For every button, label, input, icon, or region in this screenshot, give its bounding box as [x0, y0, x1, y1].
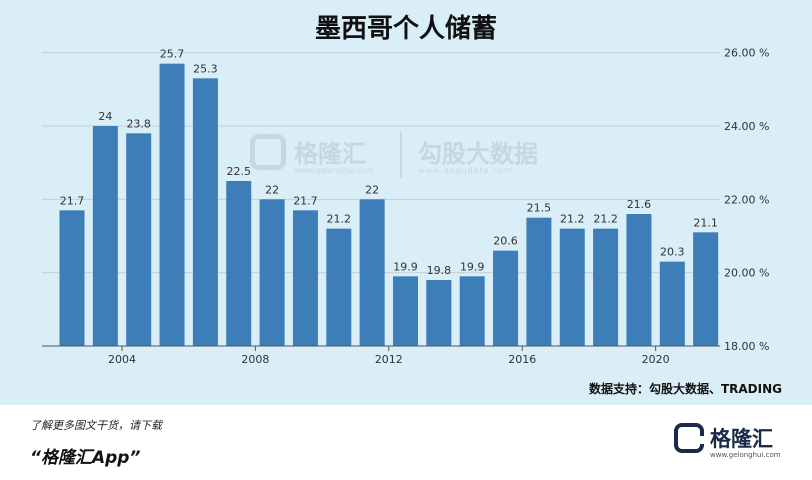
- bar-value-label: 19.9: [460, 260, 485, 273]
- source-note: 数据支持：勾股大数据、TRADING: [588, 382, 782, 396]
- bar: [226, 181, 252, 346]
- bar-value-labels: 21.7 24 23.8 25.7 25.3 22.5 22 21.7 21.2 22 19.9 19…: [60, 48, 718, 277]
- x-axis-ticks: 2004 2008 2012 2016 2020: [42, 345, 720, 366]
- watermark: 格隆汇 www.gelonghui.com 勾股大数据 www.gogudata…: [250, 128, 590, 188]
- watermark-separator: [400, 132, 402, 178]
- bar-chart: 21.7 24 23.8 25.7 25.3 22.5 22 21.7 21.2 22 19.9 19…: [42, 47, 769, 366]
- y-tick-label: 24.00 %: [724, 120, 769, 133]
- bar-value-label: 21.7: [60, 194, 85, 207]
- bar: [192, 78, 218, 346]
- bar-value-label: 21.2: [327, 213, 352, 226]
- footer-banner: 了解更多图文干货，请下载 “格隆汇App” 格隆汇 www.gelonghui.…: [0, 405, 812, 480]
- bar-value-label: 20.6: [493, 235, 518, 248]
- watermark-logo-icon: [250, 134, 286, 170]
- bar-value-label: 22: [265, 183, 279, 196]
- bar: [326, 228, 352, 346]
- bar: [92, 126, 118, 346]
- bar: [693, 232, 719, 346]
- bar-value-label: 21.5: [527, 202, 552, 215]
- bar-value-label: 20.3: [660, 246, 685, 259]
- bar: [359, 199, 385, 346]
- x-tick-label: 2016: [508, 353, 536, 366]
- chart-title: 墨西哥个人储蓄: [314, 14, 497, 44]
- x-tick-label: 2008: [241, 353, 269, 366]
- bar: [292, 210, 318, 346]
- bar: [426, 280, 452, 346]
- bar: [159, 63, 185, 347]
- bar: [559, 228, 585, 346]
- bar-value-label: 21.6: [627, 198, 652, 211]
- bar: [393, 276, 418, 346]
- y-tick-label: 26.00 %: [724, 47, 769, 60]
- x-tick-label: 2004: [108, 353, 136, 366]
- brand-logo: 格隆汇 www.gelonghui.com: [674, 421, 784, 465]
- bar: [526, 217, 552, 346]
- bar-value-label: 22: [365, 183, 379, 196]
- bar: [59, 210, 85, 346]
- brand-g-icon: [674, 423, 704, 453]
- x-tick-label: 2020: [642, 353, 670, 366]
- bar-value-label: 25.3: [193, 62, 218, 75]
- footer-app-name: “格隆汇App”: [30, 448, 141, 468]
- y-tick-label: 18.00 %: [724, 340, 769, 353]
- bar-value-label: 19.8: [427, 264, 452, 277]
- watermark-url-gelonghui: www.gelonghui.com: [294, 166, 375, 175]
- bar-value-label: 24: [98, 110, 112, 123]
- bar-value-label: 21.2: [593, 213, 618, 226]
- bar-value-label: 22.5: [227, 165, 252, 178]
- bar-value-label: 19.9: [393, 260, 418, 273]
- bars: [59, 63, 719, 347]
- y-tick-label: 22.00 %: [724, 193, 769, 206]
- watermark-name-gelonghui: 格隆汇: [294, 140, 366, 168]
- x-tick-label: 2012: [375, 353, 403, 366]
- bar: [593, 228, 619, 346]
- footer-prompt: 了解更多图文干货，请下载: [30, 419, 162, 432]
- bar-value-label: 21.7: [293, 194, 318, 207]
- bar-value-label: 21.1: [693, 216, 718, 229]
- bar-value-label: 23.8: [126, 117, 151, 130]
- brand-url: www.gelonghui.com: [710, 451, 781, 459]
- brand-name: 格隆汇: [710, 427, 773, 451]
- bar-value-label: 25.7: [160, 48, 185, 61]
- bar: [459, 276, 485, 346]
- watermark-url-gogudata: www.gogudata.com: [418, 166, 514, 175]
- y-tick-label: 20.00 %: [724, 267, 769, 280]
- bar: [259, 199, 285, 346]
- bar: [659, 261, 685, 346]
- bar: [493, 250, 519, 346]
- bar-value-label: 21.2: [560, 213, 585, 226]
- bar: [626, 214, 652, 346]
- y-axis-ticks: 18.00 % 20.00 % 22.00 % 24.00 % 26.00 %: [724, 47, 769, 353]
- watermark-name-gogudata: 勾股大数据: [418, 140, 538, 168]
- bar: [126, 133, 152, 346]
